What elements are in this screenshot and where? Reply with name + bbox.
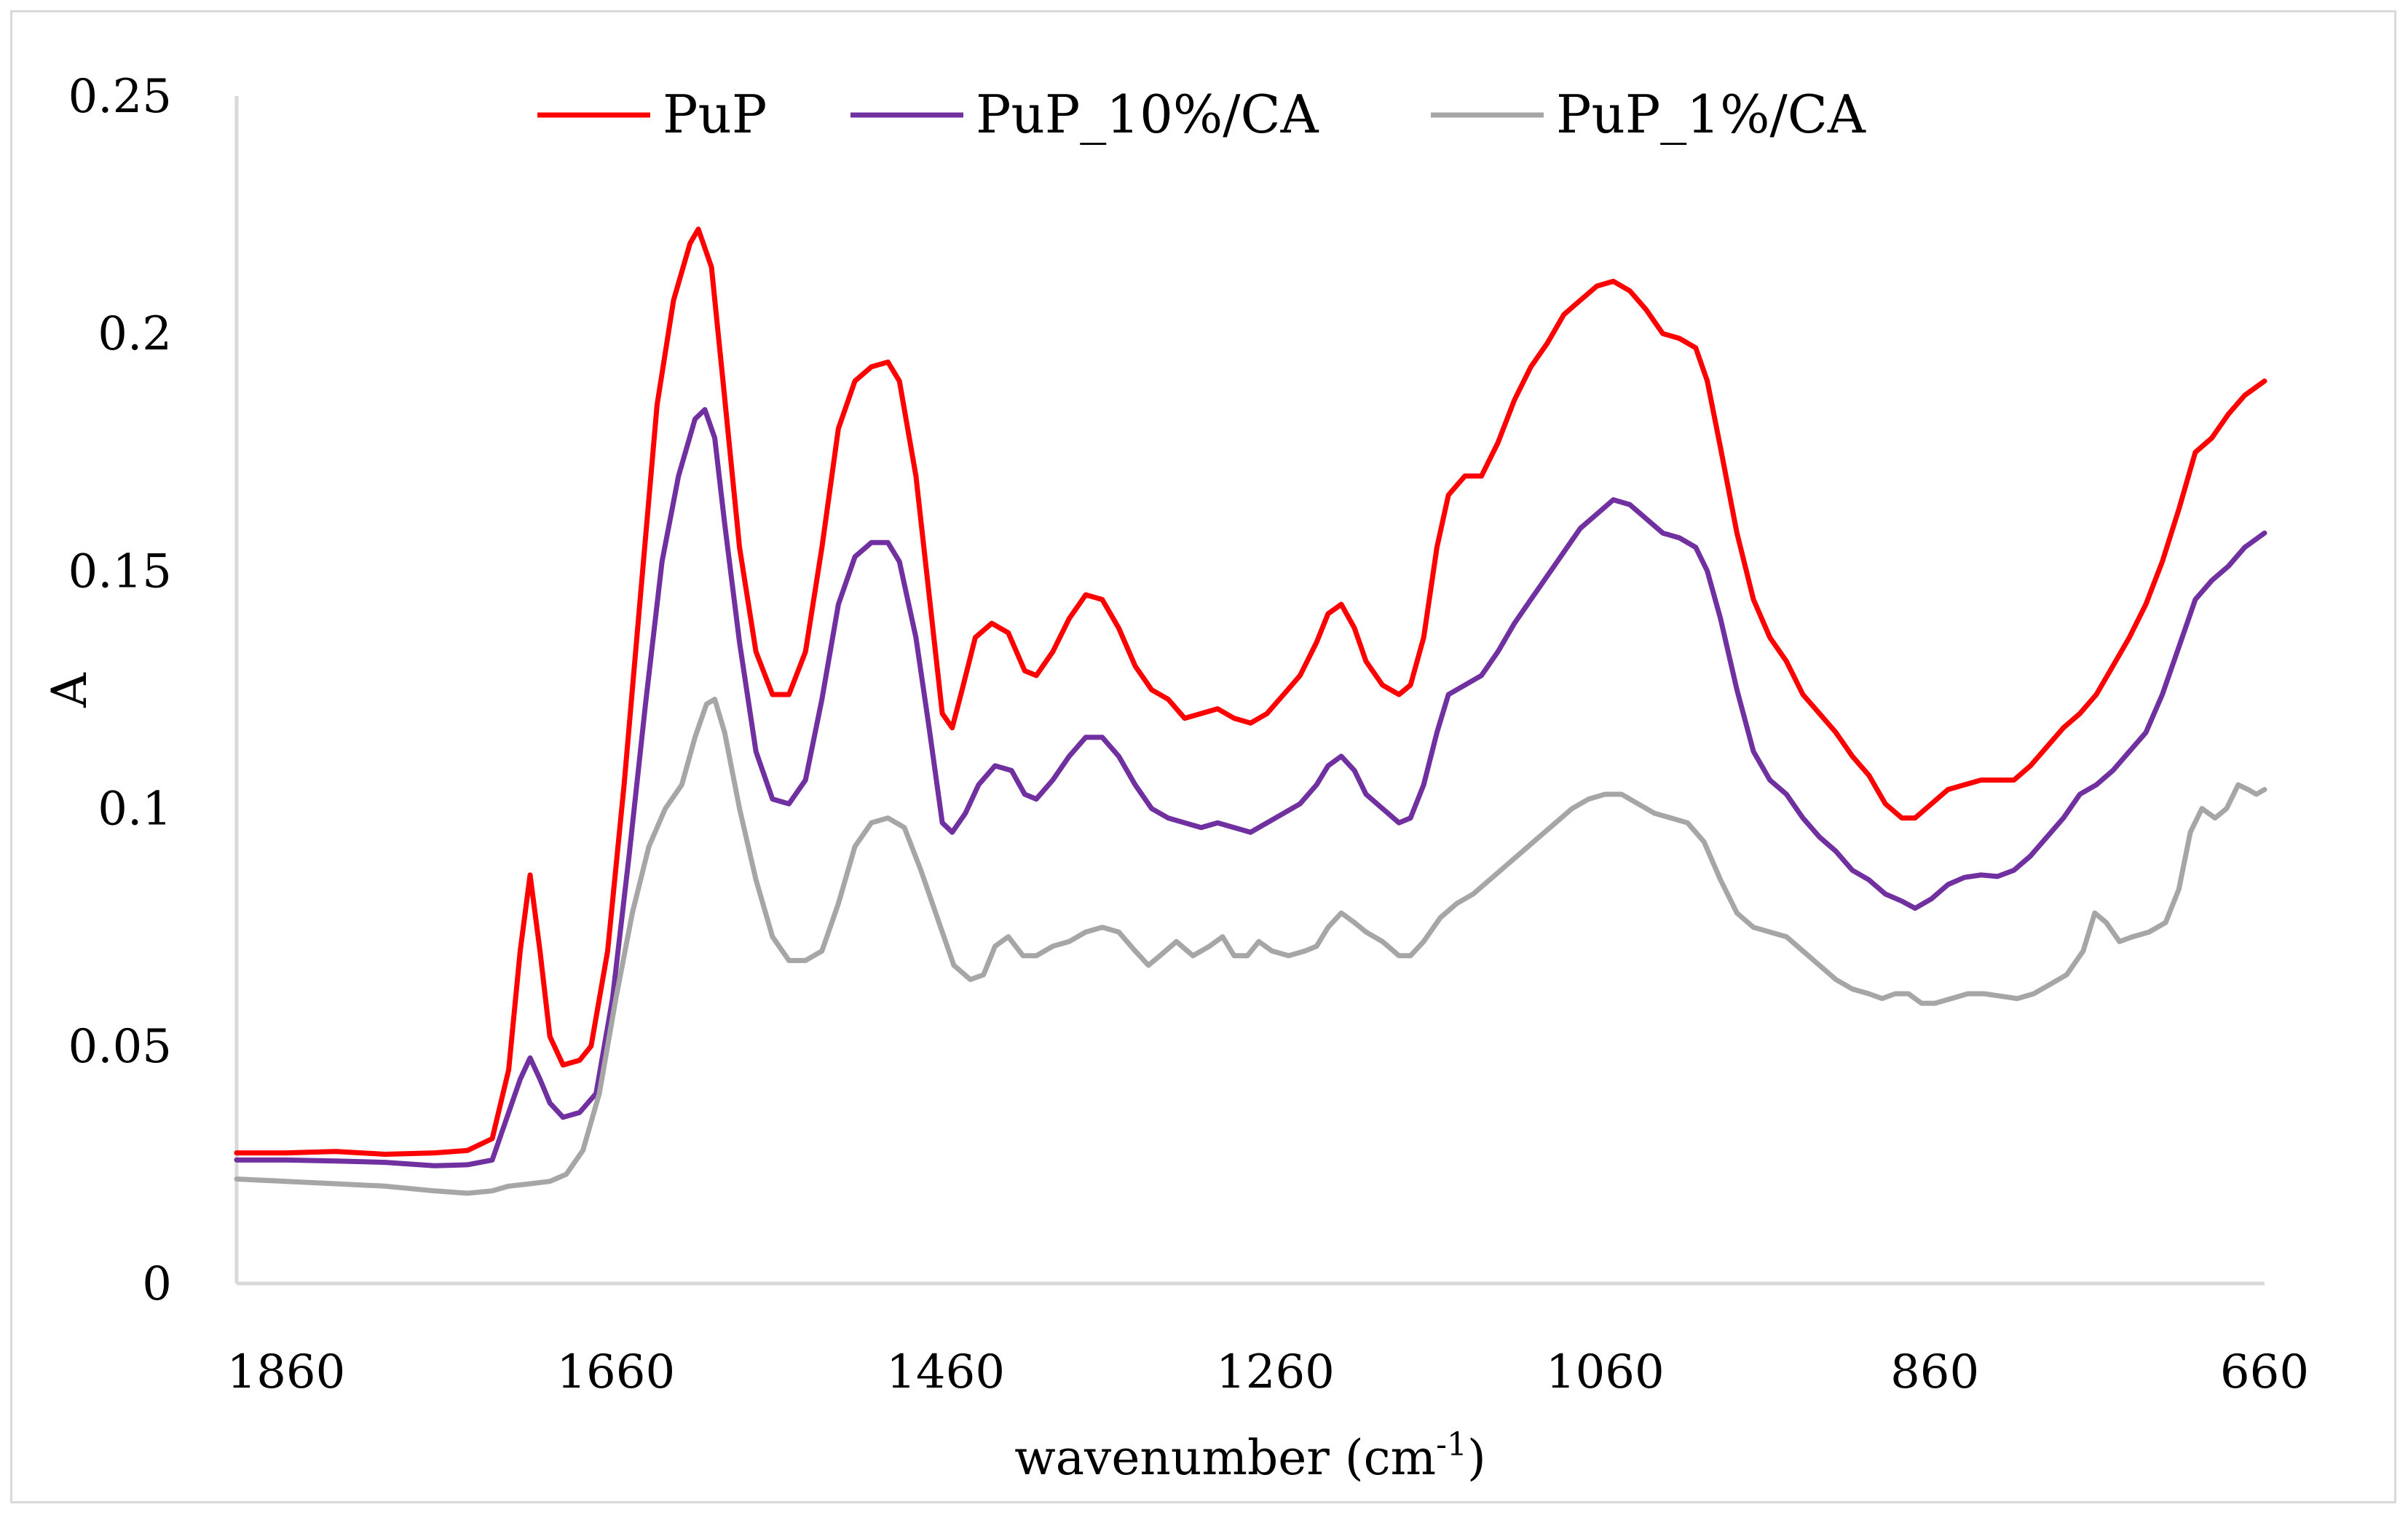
x-axis-label-superscript: -1 [1436, 1426, 1467, 1463]
x-tick-label: 1460 [886, 1345, 1005, 1399]
x-axis-label: wavenumber (cm-1) [1014, 1426, 1486, 1486]
y-tick-labels: 0 0.05 0.1 0.15 0.2 0.25 [68, 70, 173, 1311]
series-line-pup-1-ca [234, 697, 2267, 1196]
y-tick-label: 0.1 [98, 783, 172, 836]
x-tick-label: 1860 [226, 1345, 345, 1399]
series-layer [234, 226, 2267, 1196]
y-axis-label: A [42, 672, 98, 708]
axes [234, 96, 2265, 1286]
x-tick-label: 860 [1890, 1345, 1979, 1399]
x-tick-label: 660 [2220, 1345, 2309, 1399]
y-tick-label: 0.05 [68, 1020, 173, 1074]
series-line-pup [234, 226, 2267, 1157]
legend-label-pup-10-ca: PuP_10%/CA [976, 84, 1319, 145]
y-tick-label: 0.15 [68, 545, 173, 598]
series-line-pup-10-ca [234, 407, 2267, 1168]
legend-label-pup: PuP [663, 84, 767, 145]
x-tick-label: 1660 [556, 1345, 675, 1399]
y-tick-label: 0 [142, 1257, 172, 1311]
y-tick-label: 0.2 [98, 307, 172, 361]
x-axis-label-close: ) [1467, 1430, 1486, 1486]
x-tick-label: 1060 [1546, 1345, 1665, 1399]
y-tick-label: 0.25 [68, 70, 173, 124]
x-tick-label: 1260 [1216, 1345, 1335, 1399]
legend: PuP PuP_10%/CA PuP_1%/CA [537, 84, 1866, 145]
legend-label-pup-1-ca: PuP_1%/CA [1556, 84, 1866, 145]
x-axis-label-main: wavenumber (cm [1014, 1430, 1436, 1486]
x-tick-labels: 1860 1660 1460 1260 1060 860 660 [226, 1345, 2309, 1399]
chart-frame [10, 10, 2396, 1503]
